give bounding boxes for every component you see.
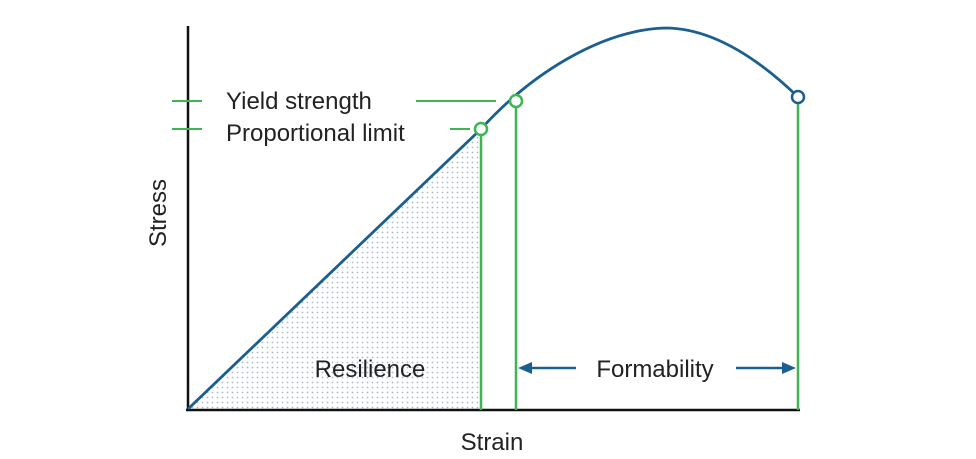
fracture-point-marker: [790, 89, 806, 105]
stress-strain-curve: [187, 26, 799, 411]
proportional-limit-label: Proportional limit: [226, 120, 405, 147]
formability-arrow-right-head: [782, 362, 796, 374]
x-axis-label: Strain: [461, 429, 524, 456]
proportional-limit-marker: [473, 121, 489, 137]
formability-label: Formability: [596, 356, 713, 383]
yield-strength-marker: [508, 93, 524, 109]
resilience-label: Resilience: [315, 356, 426, 383]
formability-arrow-left-head: [518, 362, 532, 374]
yield-strength-label: Yield strength: [226, 88, 372, 115]
y-axis-label: Stress: [145, 179, 172, 247]
